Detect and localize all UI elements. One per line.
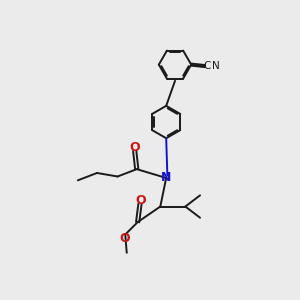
Text: O: O bbox=[119, 232, 130, 245]
Text: N: N bbox=[161, 172, 171, 184]
Text: O: O bbox=[135, 194, 146, 207]
Text: N: N bbox=[212, 61, 220, 71]
Text: O: O bbox=[129, 141, 140, 154]
Text: C: C bbox=[204, 61, 211, 71]
